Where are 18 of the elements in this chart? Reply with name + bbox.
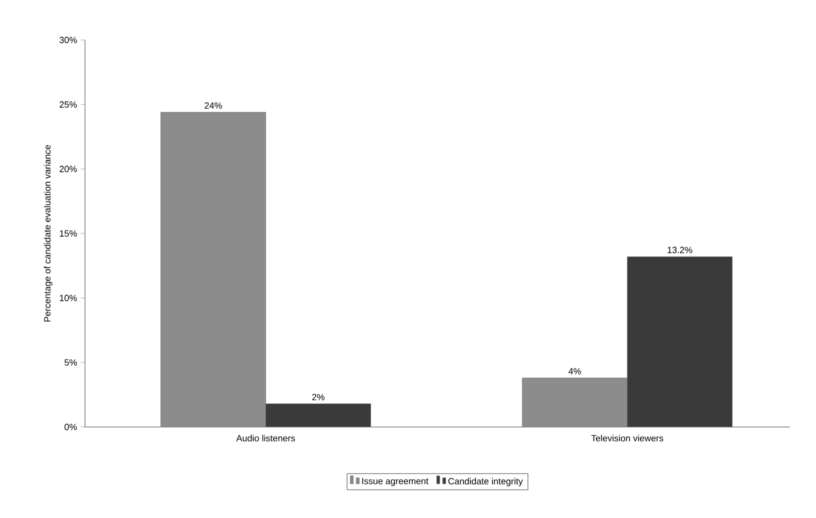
bar (160, 112, 266, 427)
y-tick-label: 15% (60, 230, 77, 237)
y-axis-title: Percentage of candidate evaluation variance (44, 145, 52, 322)
y-tick-label: 30% (60, 36, 77, 44)
data-label: 13.2% (668, 246, 692, 254)
data-label: 24% (204, 102, 222, 109)
legend-label: Issue agreement (362, 478, 428, 486)
x-tick-label: Audio listeners (236, 434, 295, 442)
x-tick-label: Television viewers (591, 434, 664, 442)
y-tick-label: 25% (60, 101, 77, 108)
data-label: 2% (312, 394, 324, 400)
data-label: 4% (568, 368, 581, 374)
y-tick-label: 5% (64, 359, 77, 366)
y-tick-label: 0% (64, 424, 77, 430)
bar (522, 378, 628, 427)
legend-label: Candidate integrity (448, 478, 523, 486)
y-tick-label: 10% (60, 294, 77, 302)
y-tick-label: 20% (60, 166, 77, 172)
